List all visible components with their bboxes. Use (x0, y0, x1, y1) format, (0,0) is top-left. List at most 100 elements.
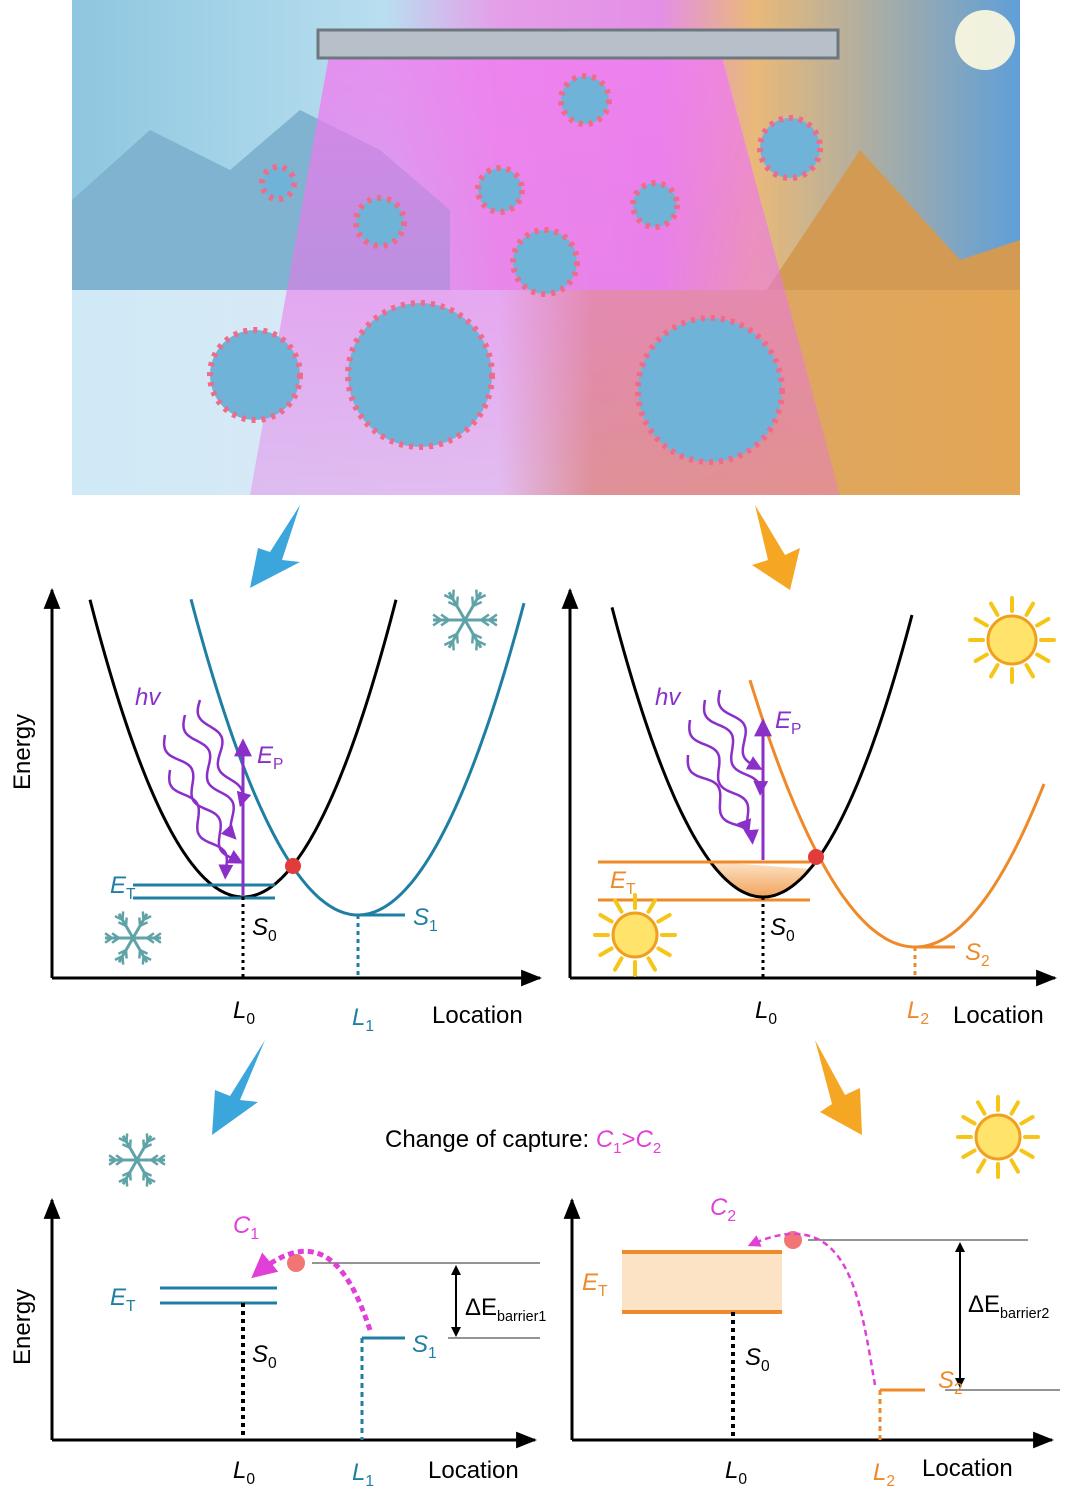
x-axis-label: Location (428, 1457, 519, 1484)
ground-label-main: S (252, 1341, 268, 1368)
snowflake (451, 640, 455, 651)
state-label: S2 (965, 939, 990, 970)
snowflake (115, 1154, 124, 1162)
snowflake (142, 1139, 146, 1148)
ground-label: S0 (252, 914, 277, 945)
x-axis-label: Location (432, 1002, 523, 1029)
snowflake (111, 932, 120, 940)
snowflake (471, 596, 475, 607)
snowflake (125, 1178, 129, 1187)
capture-label-sub: 2 (727, 1208, 736, 1225)
electron (287, 1254, 305, 1272)
trap-label: ET (610, 867, 636, 898)
x-tick-label-sub: 0 (246, 1471, 255, 1488)
x-tick-label: L0 (233, 997, 255, 1028)
sun-ray (613, 956, 624, 972)
snowflake (146, 1177, 156, 1183)
trap-label-sub: T (598, 1283, 608, 1300)
capture-label-main: C (710, 1194, 728, 1221)
snowflake (146, 932, 155, 940)
state-label-sub: 2 (954, 1381, 963, 1398)
snowflake (150, 1158, 159, 1166)
caption-part: > (622, 1126, 636, 1153)
sun (974, 1113, 1022, 1161)
snowflake (475, 589, 479, 600)
sun-ray (613, 898, 624, 914)
snowflake (153, 936, 162, 944)
photon-wave (702, 699, 769, 796)
flow-arrows (212, 505, 862, 1135)
snowflake (475, 640, 479, 651)
trap-label: ET (582, 1269, 608, 1300)
snowflake (142, 1172, 146, 1181)
capture-label: C1 (233, 1212, 259, 1243)
snowflake (480, 613, 490, 622)
x-tick-label-sub: 0 (768, 1011, 777, 1028)
snowflake (121, 1135, 139, 1161)
x-tick-label-main: L (352, 1004, 365, 1031)
cover-illustration (72, 0, 1020, 495)
snowflake (455, 596, 459, 607)
photon-wave (196, 699, 252, 808)
snowflake (128, 1172, 132, 1181)
snowflake (471, 633, 475, 644)
pump-label-main: E (775, 707, 792, 734)
state-label-main: S (413, 904, 429, 931)
snowflake (121, 1159, 139, 1185)
sun-ray (1024, 601, 1035, 617)
trap-label: ET (110, 1284, 136, 1315)
snowflake (125, 1133, 129, 1142)
snowflake (440, 618, 450, 627)
photon-label: hv (135, 684, 162, 711)
snowflake (138, 950, 142, 959)
x-tick-label-sub: 2 (886, 1473, 895, 1490)
barrier-label: ΔEbarrier1 (465, 1294, 546, 1325)
snowflake (135, 1159, 153, 1185)
crossing-point (285, 858, 301, 874)
trap-label-sub: T (626, 881, 636, 898)
x-tick-label-sub: 1 (365, 1018, 374, 1035)
pump-label: EP (775, 707, 801, 738)
snowflake (480, 618, 490, 627)
sun-ray (989, 663, 1000, 679)
caption-sub: 2 (653, 1140, 661, 1157)
ground-label-sub: 0 (268, 1355, 277, 1372)
state-label-sub: 1 (429, 918, 438, 935)
snowflake (121, 1143, 131, 1150)
ground-label-sub: 0 (786, 928, 795, 945)
snowflake (111, 936, 120, 944)
snowflake (472, 632, 483, 640)
sun-ray (973, 617, 989, 628)
ground-label: S0 (252, 1341, 277, 1372)
snowflake (114, 955, 124, 961)
trap-label-main: E (610, 867, 627, 894)
barrier-label-main: ΔE (465, 1294, 497, 1321)
snowflake (118, 1177, 128, 1183)
x-tick-label-main: L (755, 997, 768, 1024)
ground-label-sub: 0 (761, 1358, 770, 1375)
snowflake (472, 600, 483, 608)
snowflake (142, 955, 152, 961)
snowflake (145, 1133, 149, 1142)
snowflake (145, 1178, 149, 1187)
capture-label: C2 (710, 1194, 736, 1225)
sun-ray (1035, 617, 1051, 628)
photon-wave (688, 719, 751, 835)
x-tick-label-main: L (233, 997, 246, 1024)
snowflake (121, 911, 125, 920)
snowflake (124, 950, 128, 959)
snowflake (104, 936, 113, 944)
barrier-label: ΔEbarrier2 (968, 1291, 1049, 1322)
sun-ray (1009, 1158, 1020, 1174)
sun-ray (656, 913, 672, 924)
snowflake (142, 915, 152, 921)
sun-ray (656, 946, 672, 957)
caption: Change of capture: C1​>C2​ (385, 1126, 661, 1157)
capture-label-sub: 1 (250, 1226, 259, 1243)
x-tick-label-sub: 1 (365, 1473, 374, 1490)
y-axis-label: Energy (9, 1289, 36, 1365)
snowflake (150, 1154, 159, 1162)
sun-ray (1009, 1100, 1020, 1116)
photon-label: hv (655, 684, 682, 711)
